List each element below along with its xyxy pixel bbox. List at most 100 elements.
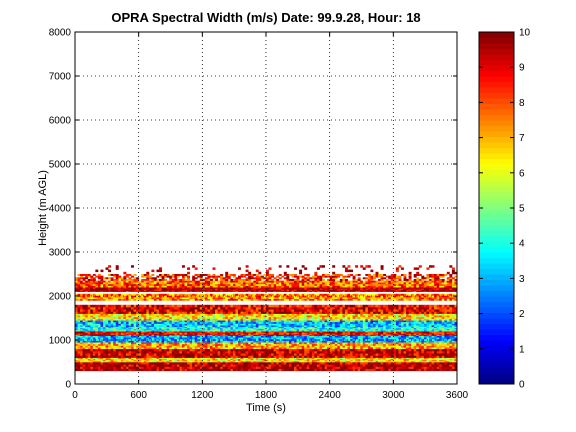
heatmap-cell	[332, 342, 336, 345]
heatmap-cell	[207, 364, 211, 367]
heatmap-cell	[400, 335, 404, 338]
heatmap-cell	[240, 353, 244, 356]
heatmap-cell	[138, 364, 142, 367]
heatmap-cell	[87, 326, 91, 329]
heatmap-cell	[362, 320, 366, 323]
heatmap-cell	[118, 348, 122, 352]
heatmap-cell	[215, 348, 219, 352]
heatmap-cell	[159, 362, 162, 365]
heatmap-cell	[388, 342, 392, 345]
heatmap-cell	[100, 326, 104, 329]
heatmap-cell	[342, 368, 346, 372]
heatmap-cell	[403, 343, 407, 346]
heatmap-cell	[115, 332, 119, 334]
heatmap-cell	[82, 345, 86, 348]
heatmap-cell	[115, 359, 119, 362]
heatmap-cell	[143, 326, 147, 329]
heatmap-cell	[181, 326, 185, 329]
heatmap-cell	[125, 327, 129, 330]
heatmap-cell	[215, 321, 219, 324]
heatmap-cell	[113, 323, 117, 326]
heatmap-cell	[230, 327, 234, 330]
heatmap-cell	[344, 323, 348, 326]
heatmap-cell	[378, 340, 381, 343]
heatmap-cell	[390, 329, 394, 331]
heatmap-cell	[332, 357, 336, 359]
heatmap-cell	[444, 333, 448, 335]
heatmap-cell	[301, 342, 305, 345]
heatmap-cell	[291, 366, 295, 369]
heatmap-cell	[181, 360, 185, 363]
heatmap-cell	[434, 353, 438, 356]
heatmap-cell	[220, 364, 224, 367]
heatmap-cell	[380, 345, 384, 348]
heatmap-cell	[181, 337, 185, 340]
heatmap-cell	[110, 325, 114, 328]
heatmap-cell	[316, 337, 320, 340]
heatmap-cell	[411, 326, 415, 329]
heatmap-cell	[449, 321, 453, 324]
heatmap-cell	[103, 326, 106, 329]
heatmap-cell	[75, 329, 78, 331]
heatmap-cell	[108, 353, 112, 356]
heatmap-cell	[403, 359, 407, 362]
heatmap-cell	[288, 320, 292, 323]
heatmap-cell	[337, 342, 341, 345]
heatmap-cell	[82, 337, 86, 340]
heatmap-cell	[332, 358, 336, 361]
heatmap-cell	[105, 321, 109, 324]
heatmap-cell	[212, 329, 216, 331]
heatmap-cell	[316, 348, 320, 352]
heatmap-cell	[355, 318, 359, 321]
heatmap-cell	[423, 332, 427, 334]
heatmap-cell	[426, 335, 430, 338]
heatmap-cell	[222, 358, 226, 361]
heatmap-cell	[128, 323, 132, 326]
heatmap-cell	[123, 316, 127, 319]
heatmap-cell	[423, 325, 427, 328]
heatmap-cell	[449, 334, 453, 336]
heatmap-cell	[146, 318, 150, 321]
heatmap-cell	[136, 358, 140, 361]
heatmap-cell	[266, 337, 269, 340]
heatmap-cell	[304, 332, 308, 334]
heatmap-cell	[347, 323, 351, 326]
heatmap-cell	[115, 334, 119, 336]
heatmap-cell	[301, 332, 305, 334]
heatmap-cell	[423, 368, 427, 372]
heatmap-cell	[380, 323, 384, 326]
heatmap-cell	[299, 351, 303, 354]
heatmap-cell	[375, 323, 379, 326]
heatmap-cell	[418, 355, 422, 358]
heatmap-cell	[179, 329, 183, 331]
heatmap-cell	[421, 330, 425, 332]
heatmap-cell	[187, 364, 190, 367]
heatmap-cell	[260, 333, 264, 335]
heatmap-cell	[95, 368, 99, 372]
heatmap-cell	[288, 359, 292, 362]
heatmap-cell	[286, 326, 290, 329]
heatmap-cell	[141, 340, 145, 343]
heatmap-cell	[431, 359, 435, 362]
heatmap-cell	[426, 357, 430, 359]
heatmap-cell	[408, 368, 412, 372]
heatmap-cell	[217, 335, 221, 338]
heatmap-cell	[306, 362, 310, 365]
heatmap-cell	[301, 362, 305, 365]
heatmap-cell	[220, 323, 224, 326]
heatmap-cell	[237, 342, 241, 345]
heatmap-cell	[131, 359, 134, 362]
heatmap-cell	[370, 368, 374, 372]
heatmap-cell	[159, 335, 162, 338]
heatmap-cell	[334, 335, 338, 338]
heatmap-cell	[248, 323, 252, 326]
heatmap-cell	[100, 357, 104, 359]
heatmap-cell	[294, 351, 297, 354]
heatmap-cell	[418, 330, 422, 332]
heatmap-cell	[232, 332, 236, 334]
heatmap-cell	[400, 325, 404, 328]
heatmap-cell	[278, 323, 282, 326]
heatmap-cell	[243, 364, 247, 367]
heatmap-cell	[273, 325, 277, 328]
heatmap-cell	[85, 355, 89, 358]
